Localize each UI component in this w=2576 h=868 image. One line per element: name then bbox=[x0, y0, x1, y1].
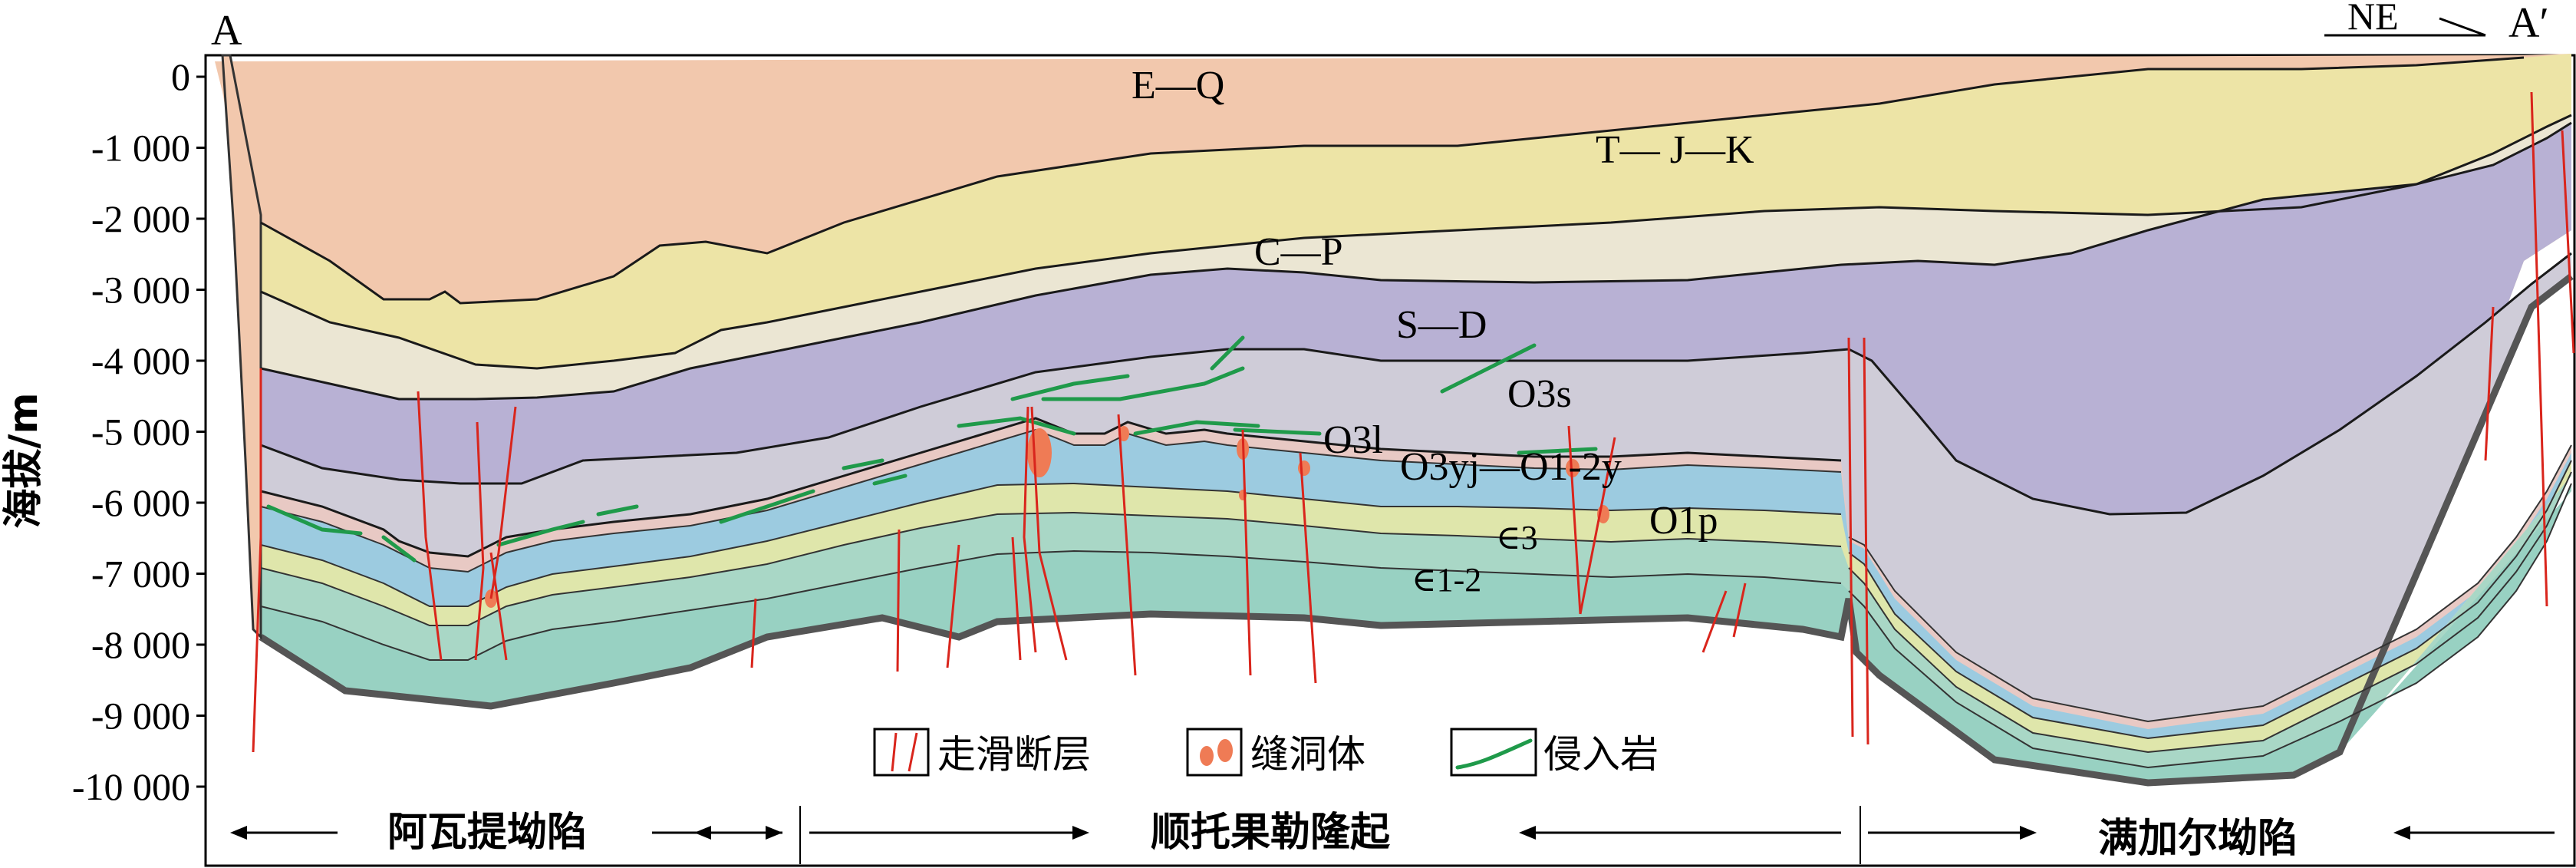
layer-cambrian-3 bbox=[261, 472, 2571, 783]
label-e-q: E—Q bbox=[1132, 64, 1224, 107]
axis-tick-label: -8 000 bbox=[91, 623, 190, 666]
section-end-markers: A A′ NE bbox=[211, 0, 2549, 54]
axis-tick-label: -6 000 bbox=[91, 481, 190, 524]
axis-tick-label: -3 000 bbox=[91, 269, 190, 312]
label-s-d: S—D bbox=[1396, 303, 1487, 347]
intrusion-icon bbox=[1455, 738, 1533, 770]
strike-slip-faults bbox=[252, 91, 2575, 753]
basement-base-line bbox=[259, 273, 2574, 787]
legend: 走滑断层 缝洞体 侵入岩 bbox=[873, 728, 1659, 777]
axis-tick-label: -4 000 bbox=[91, 339, 190, 382]
label-o3l: O3l bbox=[1323, 418, 1383, 462]
label-t-j-k: T— J—K bbox=[1596, 128, 1754, 172]
intrusive-rocks bbox=[266, 335, 1598, 563]
cave-icon bbox=[1200, 739, 1233, 766]
axis-tick-label: -9 000 bbox=[91, 695, 190, 738]
unit-manjiaer-arrows bbox=[1868, 826, 2555, 840]
unit-manjiaer-label: 满加尔坳陷 bbox=[2098, 816, 2298, 862]
section-end-left: A bbox=[211, 7, 242, 54]
axis-tick-label: -10 000 bbox=[72, 765, 190, 808]
legend-label-intrusion: 侵入岩 bbox=[1543, 732, 1659, 777]
layer-cambrian-1-2 bbox=[261, 484, 2571, 783]
legend-label-cave: 缝洞体 bbox=[1250, 732, 1365, 777]
label-cambrian-1-2: ∈1-2 bbox=[1412, 561, 1481, 599]
legend-swatch-intrusion bbox=[1450, 728, 1537, 777]
section-end-right: A′ bbox=[2508, 0, 2549, 47]
stratum-labels: E—Q T— J—K C—P S—D O3s O3l O3yj—O1-2y O1… bbox=[1132, 64, 1754, 599]
axis-tick-label: -2 000 bbox=[91, 197, 190, 240]
unit-shuntuoguole-label: 顺托果勒隆起 bbox=[1151, 810, 1391, 856]
layer-boundaries bbox=[260, 56, 2572, 769]
axis-ticks: 0 -1 000 -2 000 -3 000 -4 000 -5 000 -6 000 -7 … bbox=[72, 55, 206, 808]
axis-tick-label: -1 000 bbox=[91, 127, 190, 170]
unit-shuntuoguole-arrows bbox=[694, 826, 1841, 840]
axis-tick-label: -7 000 bbox=[91, 553, 190, 596]
label-o3yj-o12y: O3yj—O1-2y bbox=[1400, 445, 1622, 489]
legend-label-fault: 走滑断层 bbox=[937, 732, 1091, 777]
label-cambrian-3: ∈3 bbox=[1496, 519, 1538, 556]
fault-icon bbox=[891, 732, 918, 772]
legend-swatch-cave bbox=[1186, 728, 1243, 777]
north-east-arrow-icon bbox=[2324, 17, 2486, 37]
label-o3s: O3s bbox=[1507, 372, 1572, 416]
legend-swatch-fault bbox=[873, 728, 930, 777]
tectonic-units: 阿瓦提坳陷 顺托果勒隆起 满加尔坳陷 bbox=[230, 806, 2555, 864]
axis-tick-label: -5 000 bbox=[91, 411, 190, 454]
label-o1p: O1p bbox=[1649, 499, 1718, 543]
orientation-label: NE bbox=[2347, 0, 2399, 38]
label-c-p: C—P bbox=[1254, 230, 1343, 274]
axis-tick-label: 0 bbox=[171, 55, 190, 98]
unit-awati-label: 阿瓦提坳陷 bbox=[387, 810, 587, 856]
elevation-axis: 0 -1 000 -2 000 -3 000 -4 000 -5 000 -6 000 -7 … bbox=[1, 55, 207, 866]
axis-title: 海拔/m bbox=[1, 392, 47, 528]
